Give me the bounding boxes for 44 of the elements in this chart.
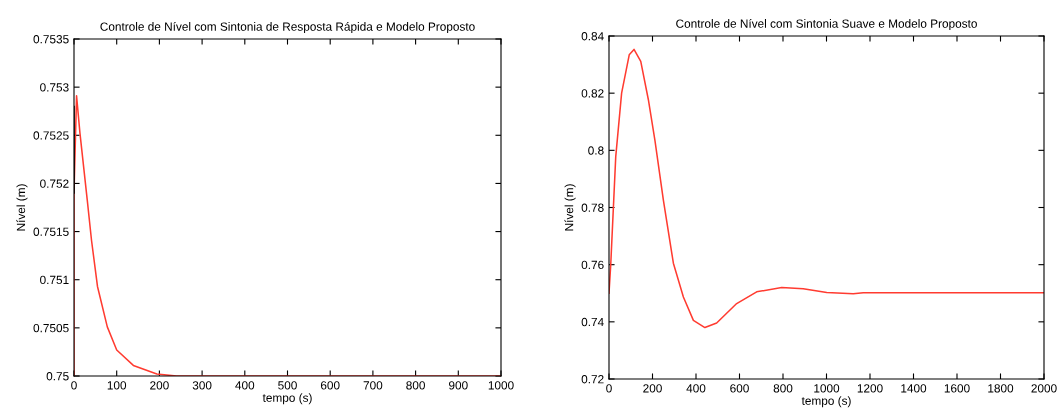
x-tick-label: 200 [150,381,169,390]
x-tick-label: 400 [235,381,255,390]
y-tick-label: 0.751 [40,275,69,285]
x-axis-title: tempo (s) [262,393,312,405]
chart-title: Controle de Nível com Sintonia de Resposta Rápida e Modelo Proposto [100,21,475,34]
x-tick-label: 800 [406,381,425,390]
x-tick-label: 1200 [857,384,883,393]
x-tick-label: 900 [449,381,468,390]
y-tick-label: 0.752 [40,179,69,188]
x-tick-label: 200 [643,384,662,393]
x-tick-label: 1400 [901,384,927,393]
x-tick-label: 1600 [944,384,970,393]
y-tick-label: 0.84 [581,32,604,41]
chart-title: Controle de Nível com Sintonia Suave e Modelo Proposto [676,18,977,31]
y-tick-label: 0.7535 [33,35,69,44]
x-tick-label: 0 [606,384,612,393]
x-tick-label: 0 [71,381,77,390]
x-tick-label: 1000 [488,381,514,390]
y-tick-label: 0.75 [46,372,69,381]
y-axis-title: Nível (m) [564,184,576,231]
x-tick-label: 1800 [988,384,1014,393]
y-tick-label: 0.72 [581,375,604,384]
y-tick-label: 0.74 [581,317,604,327]
x-tick-label: 700 [363,381,383,390]
x-tick-label: 1000 [814,384,840,393]
y-tick-label: 0.7525 [33,131,69,140]
x-tick-label: 600 [730,384,749,393]
x-tick-label: 300 [192,381,212,390]
x-axis-title: tempo (s) [801,396,851,408]
x-tick-label: 800 [773,384,793,393]
x-tick-label: 2000 [1031,384,1057,393]
y-tick-label: 0.78 [581,203,604,212]
y-tick-label: 0.753 [40,83,69,92]
y-tick-label: 0.7515 [33,227,69,236]
y-tick-label: 0.82 [581,89,604,98]
y-tick-label: 0.7505 [33,323,69,333]
x-tick-label: 100 [107,381,127,390]
x-tick-label: 600 [320,381,340,390]
y-tick-label: 0.8 [588,146,604,155]
y-tick-label: 0.76 [581,260,604,270]
x-tick-label: 500 [278,381,297,390]
x-tick-label: 400 [686,384,706,393]
line-series [609,48,1044,329]
y-axis-title: Nível (m) [16,184,28,231]
